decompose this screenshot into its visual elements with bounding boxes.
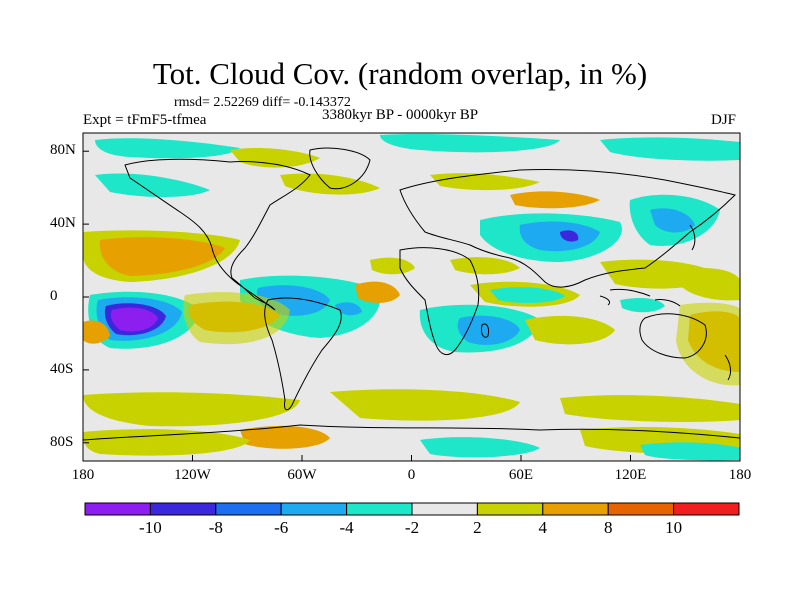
anomaly-blue-japan [650,208,695,233]
coastline-eurasia [399,168,736,288]
anomaly-cyan-arctic-west [95,138,240,159]
anomaly-blue-atlantic-spot [335,302,362,316]
anomaly-fields [83,133,740,461]
coastline-madagascar [481,323,489,338]
anomaly-cyan-antarctic-interior [420,437,540,458]
lon-label: 180 [728,467,752,483]
lon-label: 0 [407,467,416,483]
colorbar-label: -6 [274,518,289,537]
anomaly-cyan-arctic-east [600,137,740,161]
coastline-japan [689,224,696,251]
colorbar-label: -8 [208,518,223,537]
anomaly-yellow-southern-ocean-east [330,389,520,421]
colorbar-swatch [149,502,217,516]
anomaly-yellow-africa-west [370,257,415,275]
colorbar-label: 10 [665,518,683,537]
anomaly-orange-north-asia [510,191,600,209]
colorbar-swatch [84,502,151,516]
axis-ticks [82,150,741,461]
coastline-south-america [264,297,342,411]
anomaly-yellow-sahara [450,257,520,275]
colorbar-swatch [476,502,544,516]
colorbar-swatch [673,502,740,516]
anomaly-orange-south-atlantic [355,281,400,303]
season-label: DJF [711,112,737,128]
anomaly-blue-central-asia [519,221,600,252]
anomaly-yellow-north-atlantic [280,173,380,195]
rmsd-diff-stats: rmsd= 2.52269 diff= -0.143372 [174,95,351,110]
lat-label: 80S [50,433,74,450]
coastlines [83,147,740,441]
colorbar-swatch [542,502,609,516]
lon-label: 60W [287,467,317,483]
anomaly-yellow-east-australia [676,302,740,386]
lon-label: 180 [71,467,95,483]
coastline-north-america [124,158,311,311]
anomaly-cyan-arctic-center [380,133,560,153]
coastline-africa [399,247,480,356]
anomaly-cyan-bay-of-bengal [490,287,565,304]
colorbar-swatch [280,502,348,516]
colorbar-label: 4 [538,518,548,537]
anomaly-cyan-north-pacific [95,173,210,197]
anomaly-orange-north-pacific [99,237,225,276]
colorbar-label: -4 [339,518,354,537]
anomaly-yellow-south-indian [525,315,615,345]
colorbar-label: 8 [603,518,613,537]
anomaly-yellow-antarctica-west [83,429,250,456]
anomaly-orange-antarctic-coast [240,425,330,449]
colorbar-swatch [215,502,282,516]
lat-label: 40N [50,215,76,232]
anomaly-yellow-north-canada [230,147,320,168]
coastline-indonesia [599,289,681,307]
anomaly-yellow-maritime-continent [600,259,720,289]
anomaly-cyan-antarctic-east [640,442,740,461]
anomaly-orange-west-edge [83,320,110,344]
anomaly-cyan-australia-north [620,298,665,313]
anomaly-purple-south-pacific [110,307,158,332]
anomaly-yellow-southeast-pacific [183,292,290,345]
anomaly-yellow-southern-ocean-far-east [560,395,740,422]
anomaly-darkblue-tibet [560,230,579,242]
colorbar-swatch [607,502,675,516]
lat-label: 80N [50,142,76,159]
colorbar-label: -10 [139,518,162,537]
chart-title: Tot. Cloud Cov. (random overlap, in %) [152,56,648,91]
colorbar-swatch [346,502,413,516]
period-label: 3380kyr BP - 0000kyr BP [322,107,479,123]
lon-label: 60E [508,467,534,483]
colorbar [84,502,740,516]
lat-label: 0 [50,288,58,304]
colorbar-label: 2 [473,518,482,537]
lon-label: 120W [174,467,211,483]
colorbar-swatch [411,502,478,516]
experiment-label: Expt = tFmF5-tfmea [83,112,207,128]
coastline-new-zealand [724,354,732,381]
coastline-greenland [309,147,371,190]
coastline-antarctica [83,424,740,441]
anomaly-yellow-southern-ocean-west [83,392,300,427]
coastline-australia [639,313,707,359]
lon-label: 120E [614,467,647,483]
lat-label: 40S [50,360,74,377]
colorbar-label: -2 [404,518,420,537]
